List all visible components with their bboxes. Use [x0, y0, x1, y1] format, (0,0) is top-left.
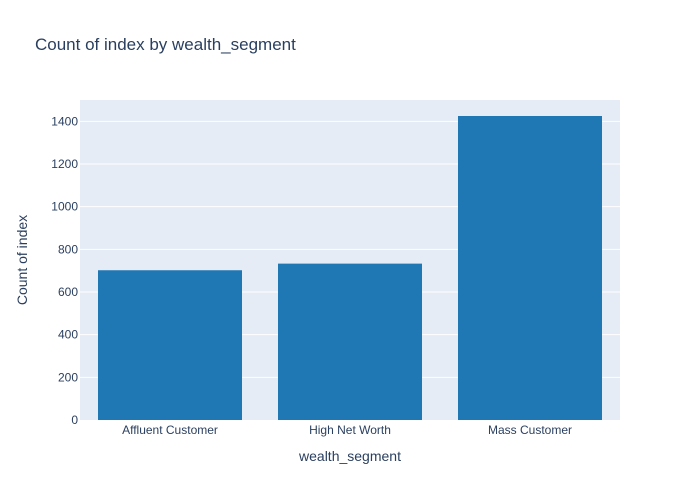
x-tick-label: Affluent Customer: [122, 423, 218, 437]
y-tick-label: 600: [58, 285, 78, 299]
y-tick-label: 400: [58, 328, 78, 342]
x-tick-label: High Net Worth: [309, 423, 391, 437]
x-tick-label: Mass Customer: [488, 423, 572, 437]
y-tick-label: 1000: [51, 200, 78, 214]
chart-title: Count of index by wealth_segment: [35, 35, 296, 54]
y-axis-ticks: 0 200 400 600 800 1000 1200 1400: [51, 114, 78, 427]
y-tick-label: 1400: [51, 114, 78, 128]
y-tick-label: 1200: [51, 157, 78, 171]
y-axis-title: Count of index: [14, 215, 30, 305]
bar-affluent-customer[interactable]: [98, 270, 242, 420]
bars: [98, 116, 602, 420]
y-tick-label: 200: [58, 370, 78, 384]
y-tick-label: 800: [58, 242, 78, 256]
y-tick-label: 0: [71, 413, 78, 427]
bar-mass-customer[interactable]: [458, 116, 602, 420]
x-axis-ticks: Affluent Customer High Net Worth Mass Cust…: [122, 423, 572, 437]
x-axis-title: wealth_segment: [298, 448, 401, 464]
bar-high-net-worth[interactable]: [278, 263, 422, 420]
